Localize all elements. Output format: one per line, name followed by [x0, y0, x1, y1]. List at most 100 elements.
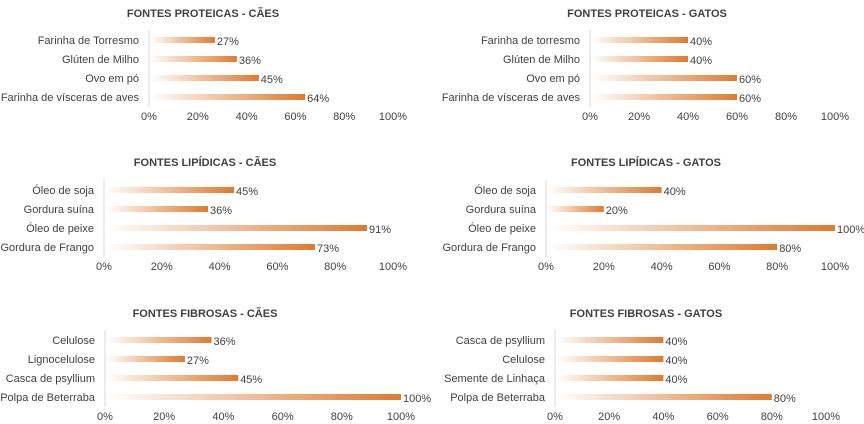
- x-tick-label: 40%: [236, 111, 258, 123]
- x-tick-label: 80%: [761, 411, 783, 423]
- data-label: 100%: [403, 393, 431, 405]
- x-tick-label: 80%: [331, 411, 353, 423]
- x-tick-label: 20%: [153, 411, 175, 423]
- bar: [547, 225, 835, 231]
- x-tick-label: 0%: [582, 111, 598, 123]
- x-tick-label: 100%: [821, 261, 849, 273]
- bar: [106, 337, 212, 343]
- chart-panel: FONTES PROTEICAS - GATOS Farinha de torre…: [442, 8, 849, 123]
- category-label: Farinha de vísceras de aves: [442, 92, 581, 104]
- x-tick-label: 100%: [387, 411, 415, 423]
- x-tick-label: 60%: [707, 411, 729, 423]
- x-tick-label: 60%: [284, 111, 306, 123]
- category-label: Casca de psyllium: [456, 335, 545, 347]
- category-label: Lignocelulose: [28, 354, 95, 366]
- category-label: Casca de psyllium: [6, 373, 95, 385]
- chart-title: FONTES LIPÍDICAS - GATOS: [571, 156, 721, 169]
- x-tick-label: 80%: [766, 261, 788, 273]
- data-label: 40%: [665, 336, 687, 348]
- x-tick-label: 0%: [141, 111, 157, 123]
- data-label: 45%: [261, 74, 283, 86]
- category-label: Polpa de Beterraba: [450, 392, 546, 404]
- bar: [547, 187, 662, 193]
- bar: [591, 37, 688, 43]
- category-label: Celulose: [502, 354, 545, 366]
- data-label: 64%: [307, 93, 329, 105]
- x-tick-label: 20%: [628, 111, 650, 123]
- category-label: Gordura suína: [466, 204, 537, 216]
- bar: [105, 225, 367, 231]
- chart-title: FONTES FIBROSAS - CÃES: [133, 307, 278, 320]
- bar: [150, 56, 237, 62]
- bar: [106, 375, 239, 381]
- category-label: Óleo de peixe: [26, 222, 94, 235]
- bar: [106, 394, 401, 400]
- x-tick-label: 80%: [324, 261, 346, 273]
- bar: [591, 75, 737, 81]
- category-label: Ovo em pó: [85, 73, 139, 85]
- category-label: Glúten de Milho: [62, 54, 139, 66]
- x-tick-label: 100%: [821, 111, 849, 123]
- x-tick-label: 20%: [593, 261, 615, 273]
- data-label: 40%: [690, 55, 712, 67]
- category-label: Óleo de peixe: [468, 222, 536, 235]
- data-label: 80%: [779, 243, 801, 255]
- data-label: 45%: [236, 186, 258, 198]
- bar: [547, 244, 778, 250]
- x-tick-label: 40%: [652, 411, 674, 423]
- chart-title: FONTES PROTEICAS - GATOS: [567, 8, 727, 20]
- bar: [105, 206, 209, 212]
- category-label: Glúten de Milho: [503, 54, 580, 66]
- bar: [105, 187, 235, 193]
- x-tick-label: 40%: [209, 261, 231, 273]
- x-tick-label: 0%: [97, 411, 113, 423]
- x-tick-label: 20%: [151, 261, 173, 273]
- category-label: Farinha de torresmo: [481, 35, 580, 47]
- category-label: Ovo em pó: [526, 73, 580, 85]
- data-label: 40%: [690, 36, 712, 48]
- x-tick-label: 20%: [187, 111, 209, 123]
- category-label: Gordura de Frango: [0, 242, 94, 254]
- data-label: 40%: [664, 186, 686, 198]
- chart-panel: FONTES FIBROSAS - GATOS Casca de psyllium…: [444, 308, 840, 423]
- data-label: 100%: [837, 224, 864, 236]
- x-tick-label: 60%: [266, 261, 288, 273]
- bar: [556, 375, 664, 381]
- data-label: 36%: [239, 55, 261, 67]
- data-label: 20%: [606, 205, 628, 217]
- chart-panel: FONTES FIBROSAS - CÃES Celulose 36% Lignoce…: [0, 307, 431, 423]
- x-tick-label: 80%: [333, 111, 355, 123]
- data-label: 36%: [210, 205, 232, 217]
- x-tick-label: 60%: [272, 411, 294, 423]
- x-tick-label: 20%: [598, 411, 620, 423]
- category-label: Gordura de Frango: [442, 242, 536, 254]
- data-label: 91%: [369, 224, 391, 236]
- category-label: Óleo de soja: [474, 184, 537, 197]
- chart-panel: FONTES PROTEICAS - CÃES Farinha de Torres…: [1, 7, 407, 123]
- x-tick-label: 0%: [96, 261, 112, 273]
- x-tick-label: 40%: [677, 111, 699, 123]
- x-tick-label: 40%: [212, 411, 234, 423]
- bar: [106, 356, 185, 362]
- data-label: 73%: [317, 243, 339, 255]
- bar: [105, 244, 315, 250]
- data-label: 40%: [665, 374, 687, 386]
- x-tick-label: 100%: [812, 411, 840, 423]
- bar: [547, 206, 604, 212]
- bar: [556, 356, 664, 362]
- data-label: 36%: [214, 336, 236, 348]
- category-label: Óleo de soja: [32, 184, 95, 197]
- data-label: 60%: [739, 93, 761, 105]
- bar: [591, 94, 737, 100]
- data-label: 40%: [665, 355, 687, 367]
- data-label: 27%: [187, 355, 209, 367]
- category-label: Farinha de Torresmo: [38, 35, 139, 47]
- category-label: Polpa de Beterraba: [0, 392, 96, 404]
- x-tick-label: 80%: [775, 111, 797, 123]
- data-label: 45%: [240, 374, 262, 386]
- x-tick-label: 0%: [538, 261, 554, 273]
- chart-title: FONTES FIBROSAS - GATOS: [570, 308, 722, 320]
- bar: [556, 394, 772, 400]
- chart-title: FONTES PROTEICAS - CÃES: [127, 7, 279, 20]
- chart-panel: FONTES LIPÍDICAS - CÃES Óleo de soja 45% Go…: [0, 156, 407, 273]
